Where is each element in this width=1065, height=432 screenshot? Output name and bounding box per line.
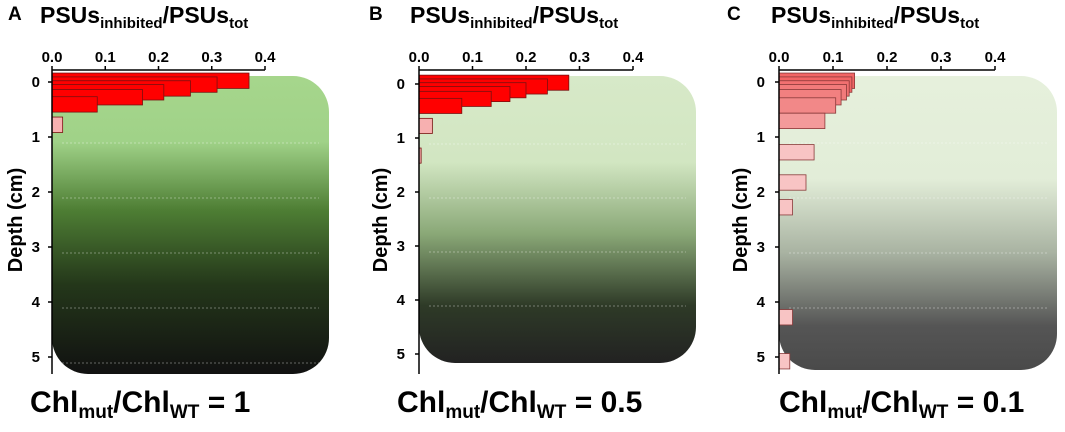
y-tick-label: 3 [397, 238, 405, 255]
caption-value: = 1 [199, 386, 251, 419]
panel-letter: C [727, 4, 741, 25]
panel-title: PSUsinhibited/PSUstot [410, 2, 618, 32]
x-tick-label: 0.0 [409, 49, 430, 66]
caption-main: Chl [397, 386, 446, 419]
title-main: PSUs [410, 2, 471, 28]
title-sub: inhibited [831, 15, 894, 32]
caption-sep: /Chl [113, 386, 170, 419]
caption-main: Chl [779, 386, 828, 419]
caption-value: = 0.1 [948, 386, 1025, 419]
title-sub2: tot [599, 15, 619, 32]
y-tick-label: 3 [757, 239, 765, 256]
title-main2: PSUs [899, 2, 961, 28]
y-tick-label: 5 [757, 349, 765, 366]
caption-sep: /Chl [862, 386, 919, 419]
panel-a: A PSUsinhibited/PSUstot 0.0 0.1 0.2 0.3 0.4 0… [0, 0, 355, 432]
y-tick-label: 1 [757, 129, 765, 146]
y-tick-label: 2 [32, 184, 40, 201]
data-bar [778, 144, 815, 161]
depth-background [779, 76, 1057, 370]
x-tick-label: 0.1 [95, 49, 116, 66]
data-bar [51, 96, 98, 113]
panel-c: C PSUsinhibited/PSUstot 0.0 0.1 0.2 0.3 0.4 0… [725, 0, 1065, 432]
caption-main: Chl [30, 386, 79, 419]
data-bar [778, 112, 826, 129]
title-sub: inhibited [470, 15, 533, 32]
data-bar [778, 353, 791, 370]
x-tick-label: 0.3 [201, 49, 222, 66]
panel-title: PSUsinhibited/PSUstot [771, 2, 979, 32]
y-tick-label: 1 [397, 130, 405, 147]
y-tick-label: 5 [32, 349, 40, 366]
y-axis-label: Depth (cm) [730, 168, 752, 272]
y-tick-label: 5 [397, 346, 405, 363]
x-tick-label: 0.3 [931, 49, 952, 66]
data-bar [418, 97, 463, 114]
title-sep: / [893, 2, 900, 28]
y-tick-label: 2 [757, 184, 765, 201]
title-sub: inhibited [100, 15, 163, 32]
caption-sub: mut [78, 402, 114, 423]
x-tick-label: 0.0 [42, 49, 63, 66]
data-bar [778, 199, 793, 216]
title-main: PSUs [40, 2, 101, 28]
x-tick-label: 0.1 [462, 49, 483, 66]
caption-sub2: WT [169, 402, 200, 423]
chart-c: 0.0 0.1 0.2 0.3 0.4 0 1 2 3 4 5 Depth (cm) [730, 49, 1057, 374]
panel-b: B PSUsinhibited/PSUstot 0.0 0.1 0.2 0.3 0.4 0… [365, 0, 720, 432]
title-sep: / [532, 2, 539, 28]
y-axis-label: Depth (cm) [370, 168, 392, 272]
caption: Chlmut/ChlWT = 0.5 [397, 386, 642, 424]
data-bar [778, 97, 837, 114]
y-tick-label: 2 [397, 184, 405, 201]
x-tick-label: 0.4 [985, 49, 1007, 66]
title-main: PSUs [771, 2, 832, 28]
caption-sub2: WT [918, 402, 949, 423]
data-bar [778, 309, 793, 326]
title-sep: / [162, 2, 169, 28]
caption-value: = 0.5 [566, 386, 643, 419]
y-axis-label: Depth (cm) [5, 168, 27, 272]
x-tick-label: 0.2 [877, 49, 898, 66]
data-bar [51, 116, 64, 133]
caption-sub2: WT [536, 402, 567, 423]
chart-a: 0.0 0.1 0.2 0.3 0.4 0 1 2 3 4 5 Depth (cm) [5, 49, 329, 374]
caption: Chlmut/ChlWT = 1 [30, 386, 250, 424]
title-main2: PSUs [538, 2, 600, 28]
data-bar [778, 174, 807, 191]
caption-sep: /Chl [480, 386, 537, 419]
panel-letter: A [8, 4, 22, 25]
depth-background [419, 76, 696, 363]
panel-title: PSUsinhibited/PSUstot [40, 2, 248, 32]
x-tick-label: 0.4 [623, 49, 645, 66]
x-tick-label: 0.0 [769, 49, 790, 66]
depth-background [52, 76, 329, 374]
y-tick-label: 1 [32, 129, 40, 146]
y-tick-label: 4 [32, 294, 41, 311]
data-bar [418, 117, 433, 134]
x-tick-label: 0.1 [823, 49, 844, 66]
y-tick-label: 0 [757, 74, 765, 91]
y-tick-label: 3 [32, 239, 40, 256]
y-tick-label: 0 [32, 74, 40, 91]
y-tick-label: 4 [757, 294, 766, 311]
x-tick-label: 0.2 [148, 49, 169, 66]
title-sub2: tot [960, 15, 980, 32]
x-tick-label: 0.3 [569, 49, 590, 66]
caption-sub: mut [827, 402, 863, 423]
title-sub2: tot [229, 15, 249, 32]
caption-sub: mut [445, 402, 481, 423]
x-tick-label: 0.2 [516, 49, 537, 66]
title-main2: PSUs [168, 2, 230, 28]
y-tick-label: 4 [397, 292, 406, 309]
chart-b: 0.0 0.1 0.2 0.3 0.4 0 1 2 3 4 5 Depth (cm) [370, 49, 696, 374]
x-tick-label: 0.4 [255, 49, 277, 66]
panel-letter: B [369, 4, 383, 25]
y-tick-label: 0 [397, 76, 405, 93]
caption: Chlmut/ChlWT = 0.1 [779, 386, 1024, 424]
